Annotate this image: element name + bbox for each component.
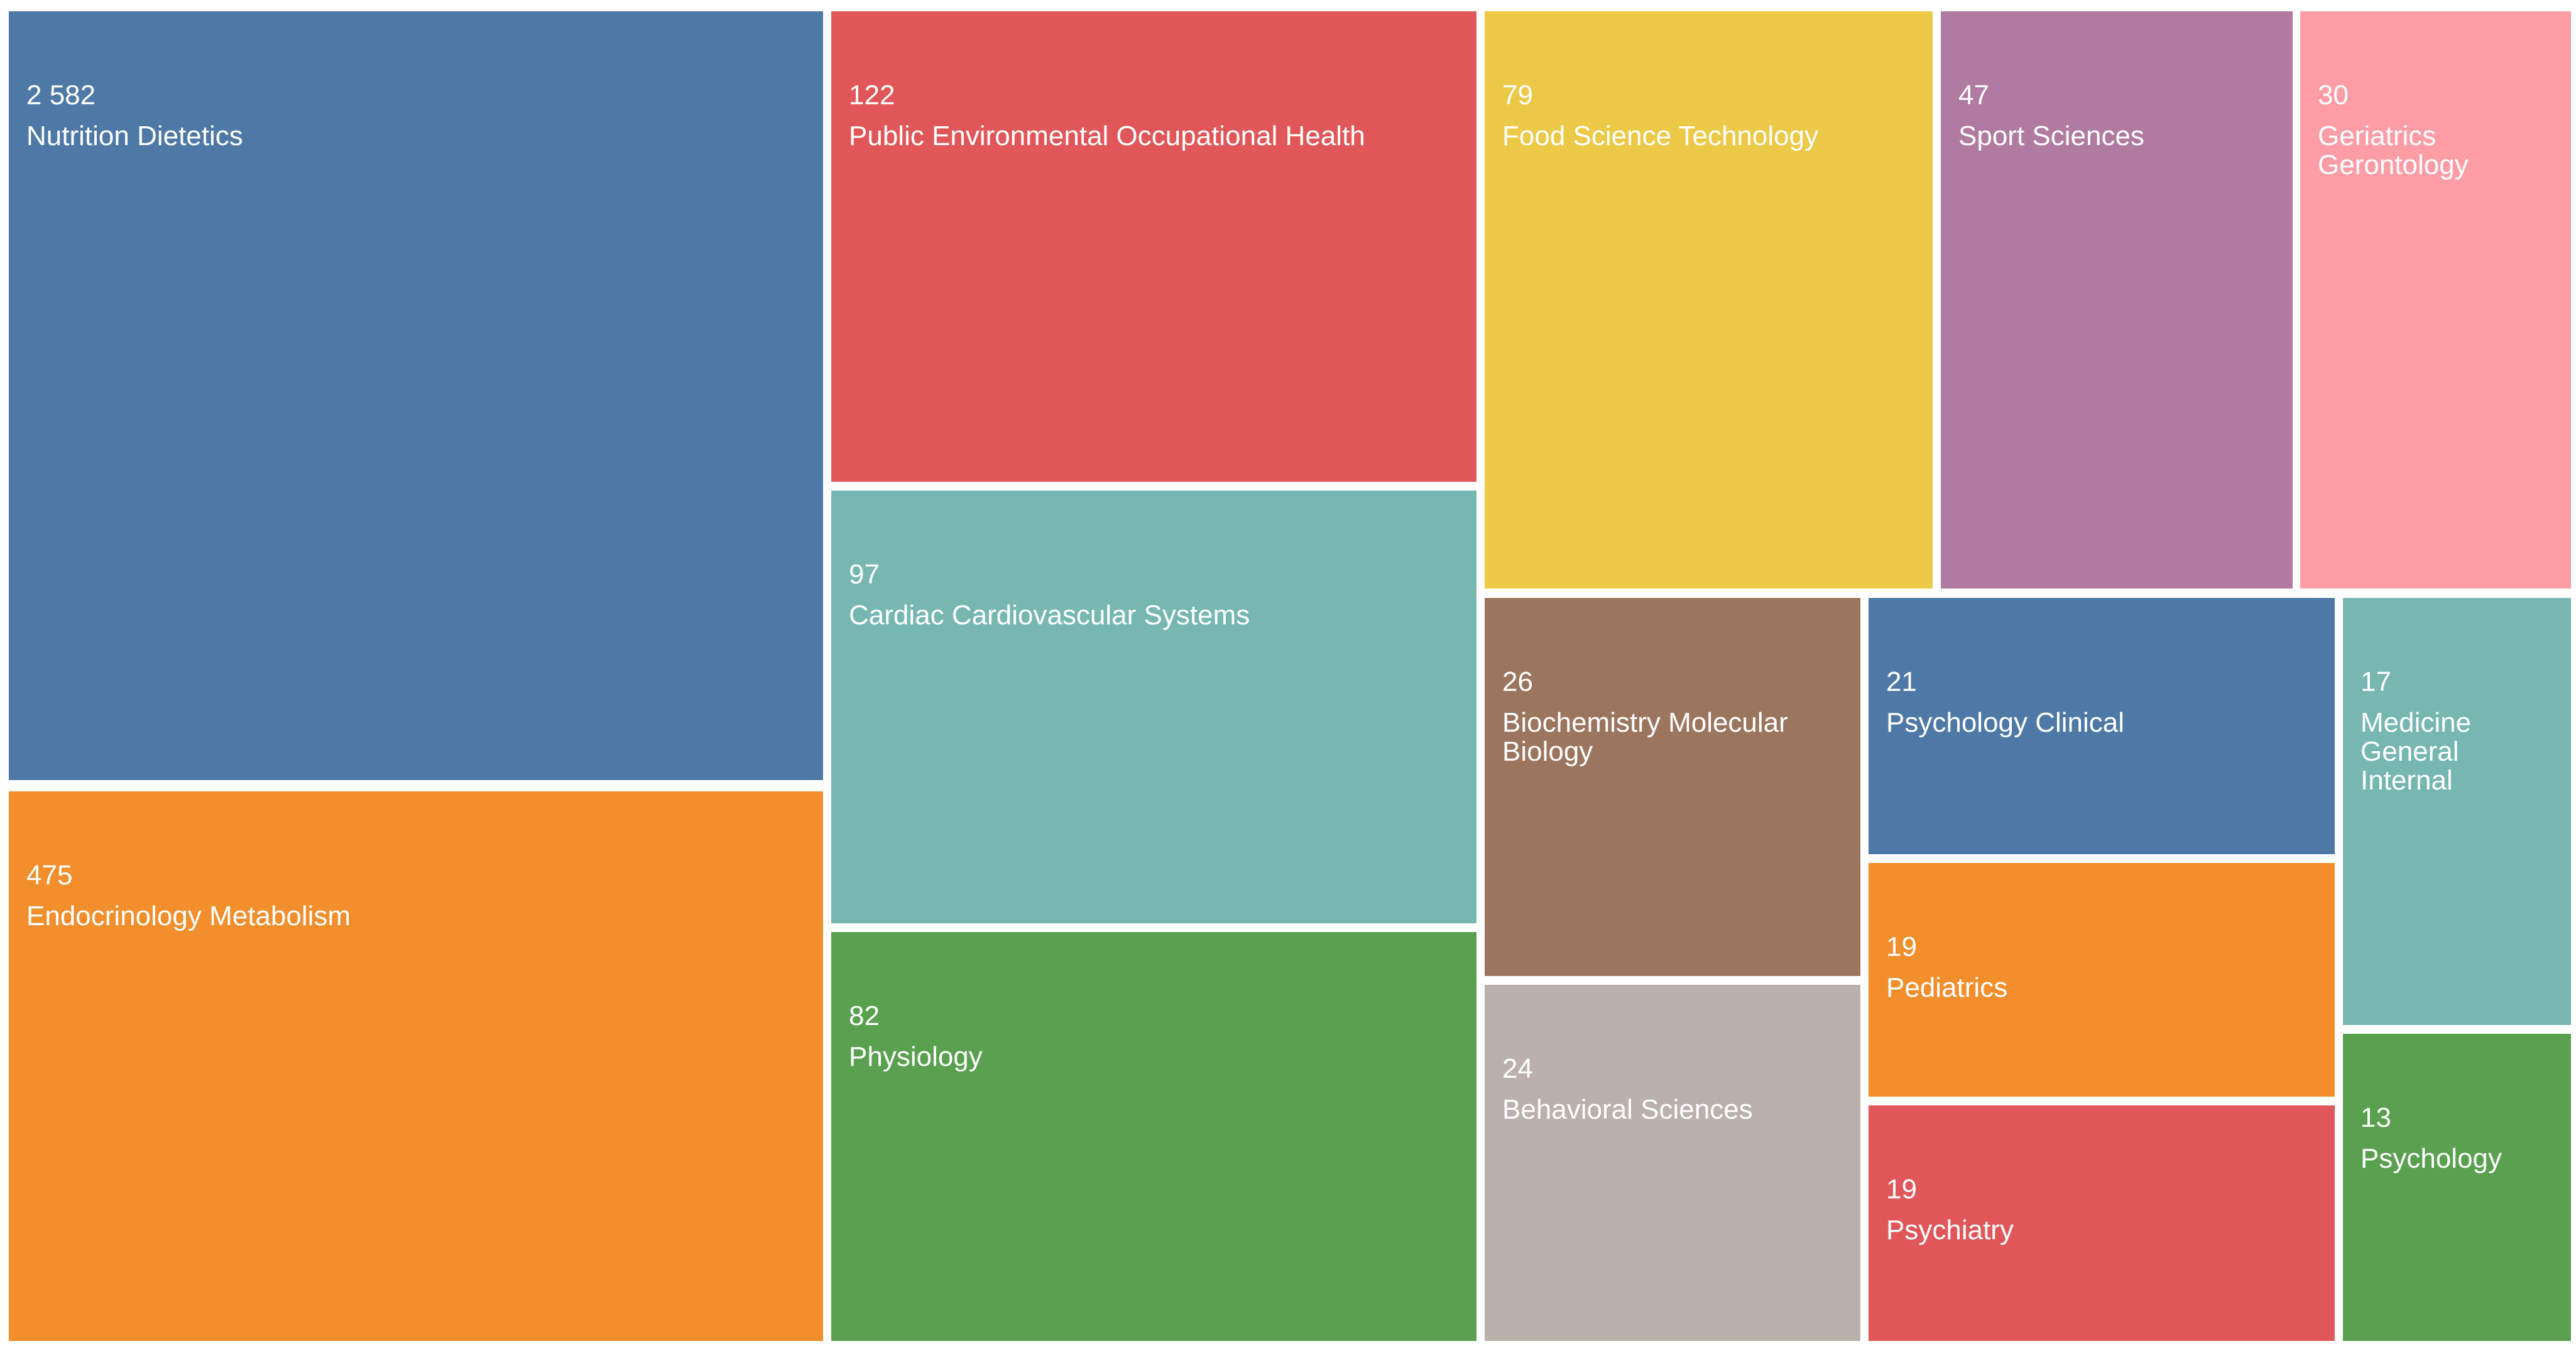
tile-label-cardiac-cardiovascular-systems: Cardiac Cardiovascular Systems	[849, 600, 1250, 631]
tile-rect-public-environmental-occupational-health	[831, 11, 1476, 482]
tile-value-biochemistry-molecular-biology: 26	[1502, 666, 1533, 697]
tile-geriatrics-gerontology: 30 Geriatrics Gerontology	[2300, 11, 2571, 589]
tile-value-physiology: 82	[849, 1001, 880, 1031]
tile-physiology: 82 Physiology	[831, 932, 1476, 1341]
tile-rect-nutrition-dietetics	[9, 11, 823, 780]
tile-endocrinology-metabolism: 475 Endocrinology Metabolism	[9, 791, 823, 1341]
tile-rect-psychology	[2343, 1034, 2571, 1341]
tile-rect-physiology	[831, 932, 1476, 1341]
tile-rect-food-science-technology	[1485, 11, 1933, 589]
tile-medicine-general-internal: 17 Medicine General Internal	[2343, 598, 2571, 1025]
tile-label-biochemistry-molecular-biology: Biochemistry Molecular Biology	[1502, 707, 1788, 767]
tile-label-endocrinology-metabolism: Endocrinology Metabolism	[26, 901, 351, 931]
tile-value-cardiac-cardiovascular-systems: 97	[849, 559, 880, 590]
tile-pediatrics: 19 Pediatrics	[1869, 863, 2335, 1097]
tile-label-psychology-clinical: Psychology Clinical	[1886, 707, 2124, 738]
tile-label-psychology: Psychology	[2360, 1143, 2502, 1174]
tile-food-science-technology: 79 Food Science Technology	[1485, 11, 1933, 589]
tile-value-public-environmental-occupational-health: 122	[849, 80, 895, 111]
tile-value-sport-sciences: 47	[1958, 80, 1989, 111]
tile-value-behavioral-sciences: 24	[1502, 1053, 1533, 1084]
tile-rect-behavioral-sciences	[1485, 985, 1860, 1341]
tile-public-environmental-occupational-health: 122 Public Environmental Occupational Hea…	[831, 11, 1476, 482]
tile-rect-psychiatry	[1869, 1105, 2335, 1341]
tile-cardiac-cardiovascular-systems: 97 Cardiac Cardiovascular Systems	[831, 491, 1476, 923]
tile-label-psychiatry: Psychiatry	[1886, 1215, 2014, 1245]
tile-label-behavioral-sciences: Behavioral Sciences	[1502, 1094, 1753, 1125]
tile-biochemistry-molecular-biology: 26 Biochemistry Molecular Biology	[1485, 598, 1860, 976]
tile-label-sport-sciences: Sport Sciences	[1958, 121, 2144, 151]
tile-sport-sciences: 47 Sport Sciences	[1941, 11, 2293, 589]
tile-value-psychology: 13	[2360, 1102, 2391, 1133]
tile-label-medicine-general-internal: Medicine General Internal	[2360, 707, 2471, 796]
tile-value-food-science-technology: 79	[1502, 80, 1533, 111]
tile-label-public-environmental-occupational-health: Public Environmental Occupational Health	[849, 121, 1365, 151]
tile-label-food-science-technology: Food Science Technology	[1502, 121, 1818, 151]
tile-rect-psychology-clinical	[1869, 598, 2335, 854]
tile-rect-medicine-general-internal	[2343, 598, 2571, 1025]
tile-rect-cardiac-cardiovascular-systems	[831, 491, 1476, 923]
tile-psychiatry: 19 Psychiatry	[1869, 1105, 2335, 1341]
tile-rect-geriatrics-gerontology	[2300, 11, 2571, 589]
tile-value-psychiatry: 19	[1886, 1174, 1917, 1205]
tile-label-nutrition-dietetics: Nutrition Dietetics	[26, 121, 243, 151]
tile-value-nutrition-dietetics: 2 582	[26, 80, 96, 111]
tile-rect-sport-sciences	[1941, 11, 2293, 589]
tile-rect-endocrinology-metabolism	[9, 791, 823, 1341]
tile-value-endocrinology-metabolism: 475	[26, 860, 72, 891]
tile-value-pediatrics: 19	[1886, 931, 1917, 962]
tile-label-geriatrics-gerontology: Geriatrics Gerontology	[2318, 121, 2469, 180]
tile-behavioral-sciences: 24 Behavioral Sciences	[1485, 985, 1860, 1341]
tile-value-medicine-general-internal: 17	[2360, 666, 2391, 697]
tile-psychology-clinical: 21 Psychology Clinical	[1869, 598, 2335, 854]
tile-value-geriatrics-gerontology: 30	[2318, 80, 2349, 111]
tile-label-physiology: Physiology	[849, 1041, 983, 1072]
tile-psychology: 13 Psychology	[2343, 1034, 2571, 1341]
tile-rect-biochemistry-molecular-biology	[1485, 598, 1860, 976]
tile-nutrition-dietetics: 2 582 Nutrition Dietetics	[9, 11, 823, 780]
tile-value-psychology-clinical: 21	[1886, 666, 1917, 697]
tile-rect-pediatrics	[1869, 863, 2335, 1097]
tile-label-pediatrics: Pediatrics	[1886, 972, 2007, 1003]
